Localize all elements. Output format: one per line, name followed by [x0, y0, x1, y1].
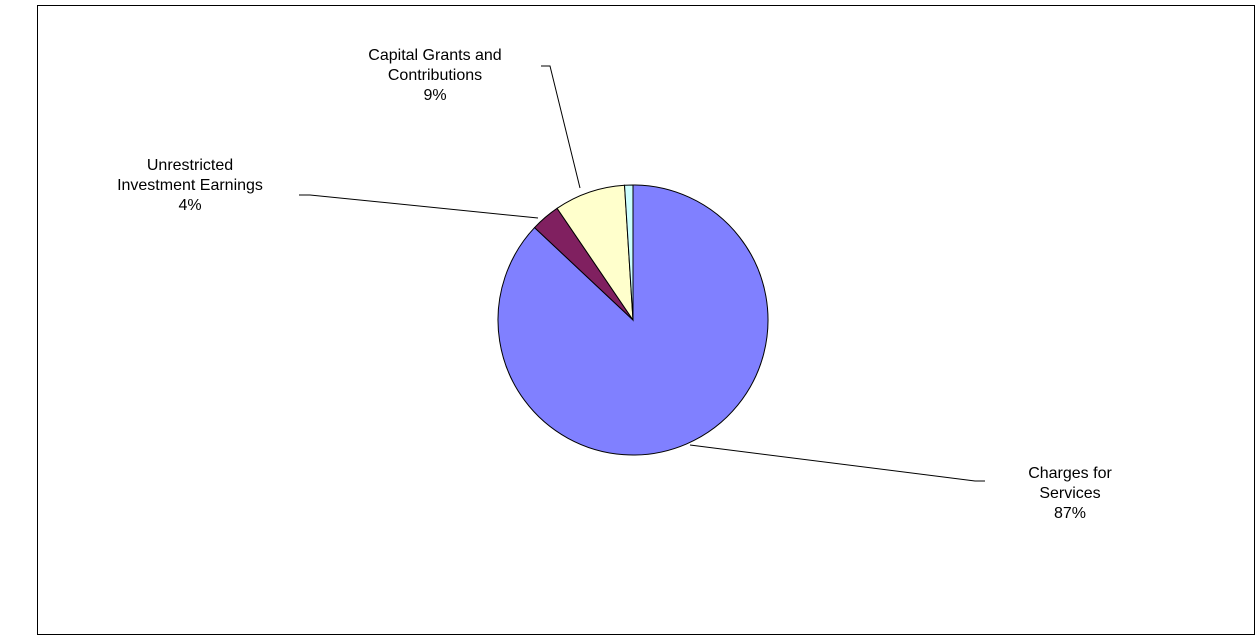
label-charges-for-services: Charges for Services 87%	[990, 464, 1150, 524]
label-line: Charges for	[1028, 465, 1112, 482]
label-line: Services	[1039, 485, 1101, 502]
label-unrestricted-investment-earnings: Unrestricted Investment Earnings 4%	[80, 156, 300, 216]
leader-line-unrestricted-investment-earnings	[299, 194, 539, 219]
leader-line-capital-grants-and-contributions	[541, 65, 581, 189]
label-line: Unrestricted	[146, 157, 234, 174]
label-line: Capital Grants and	[368, 47, 502, 64]
slice-other	[623, 184, 634, 321]
percent-label: 4%	[178, 197, 202, 214]
leader-line-charges-for-services	[689, 444, 985, 482]
label-line: Contributions	[387, 67, 483, 84]
label-line: Investment Earnings	[117, 177, 263, 194]
percent-label: 87%	[1053, 505, 1087, 522]
percent-label: 9%	[423, 87, 447, 104]
label-capital-grants-and-contributions: Capital Grants and Contributions 9%	[335, 46, 535, 106]
